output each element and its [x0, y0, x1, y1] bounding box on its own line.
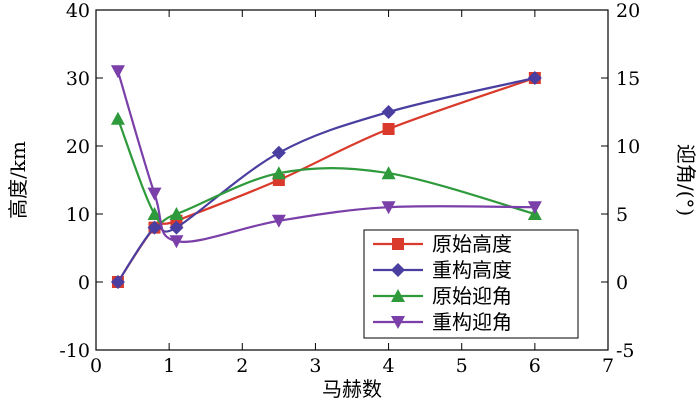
- series-3-point-5: [527, 201, 542, 215]
- y-right-tick-label-4: 15: [616, 68, 640, 90]
- plot-frame: [95, 9, 609, 351]
- series-3-line: [116, 70, 535, 243]
- series-1-point-5: [527, 71, 542, 85]
- series-2: [110, 111, 542, 224]
- series-1-point-4: [381, 105, 396, 119]
- series-1-point-2: [169, 220, 184, 235]
- series-2-point-4: [381, 166, 396, 180]
- y-left-tick-label-5: 40: [66, 0, 90, 22]
- series-3-point-2: [169, 235, 184, 249]
- series-1-point-3: [271, 145, 286, 160]
- y-left-tick-label-1: 0: [78, 272, 90, 294]
- y-left-tick-label-4: 30: [66, 68, 90, 90]
- x-tick-label-2: 2: [236, 355, 248, 377]
- y-right-tick-label-0: -5: [616, 340, 635, 362]
- series-1-point-1: [147, 220, 162, 235]
- x-tick-label-0: 0: [90, 355, 102, 377]
- y-right-tick-label-1: 0: [616, 272, 628, 294]
- y-right-tick-label-3: 10: [616, 136, 640, 158]
- legend-label-3: 重构迎角: [432, 310, 512, 334]
- series-1: [110, 71, 542, 289]
- x-axis-label: 马赫数: [322, 377, 382, 401]
- legend-label-2: 原始迎角: [432, 284, 512, 308]
- series-1-point-0: [110, 275, 125, 289]
- series-3-point-0: [110, 65, 125, 79]
- y-left-tick-label-2: 10: [66, 204, 90, 226]
- x-tick-label-5: 5: [456, 355, 468, 377]
- y-axis-left-label: 高度/km: [6, 141, 30, 219]
- series-3: [110, 65, 542, 249]
- x-tick-label-4: 4: [383, 355, 395, 377]
- legend-marker-2: [391, 289, 405, 302]
- series-0-point-4: [382, 123, 395, 135]
- x-tick-label-3: 3: [309, 355, 321, 377]
- series-2-point-0: [110, 111, 125, 125]
- x-tick-label-1: 1: [163, 355, 175, 377]
- y-right-tick-label-2: 5: [616, 204, 628, 226]
- y-left-tick-label-0: -10: [59, 340, 90, 362]
- series-3-point-3: [271, 214, 286, 228]
- y-left-tick-label-3: 20: [66, 136, 90, 158]
- series-layer: [110, 65, 542, 289]
- legend-marker-0: [392, 238, 404, 250]
- y-axis-right-label: 迎角/(°): [674, 144, 698, 216]
- series-2-point-3: [271, 166, 286, 180]
- legend-entry-3: 重构迎角: [373, 310, 512, 334]
- legend-marker-1: [391, 263, 405, 277]
- y-right-tick-label-5: 20: [616, 0, 640, 22]
- series-2-point-1: [147, 207, 162, 220]
- x-tick-label-7: 7: [602, 355, 614, 377]
- x-tick-label-6: 6: [529, 355, 541, 377]
- series-2-point-2: [169, 207, 184, 220]
- legend-marker-3: [391, 316, 405, 329]
- legend-label-1: 重构高度: [432, 258, 512, 282]
- legend-entry-2: 原始迎角: [373, 284, 512, 308]
- legend-label-0: 原始高度: [432, 232, 512, 256]
- legend-entry-1: 重构高度: [373, 258, 512, 282]
- series-3-point-4: [381, 201, 396, 215]
- series-2-line: [116, 118, 536, 224]
- axes-frame: [95, 9, 609, 351]
- series-3-point-1: [147, 187, 162, 201]
- legend-entry-0: 原始高度: [373, 232, 512, 256]
